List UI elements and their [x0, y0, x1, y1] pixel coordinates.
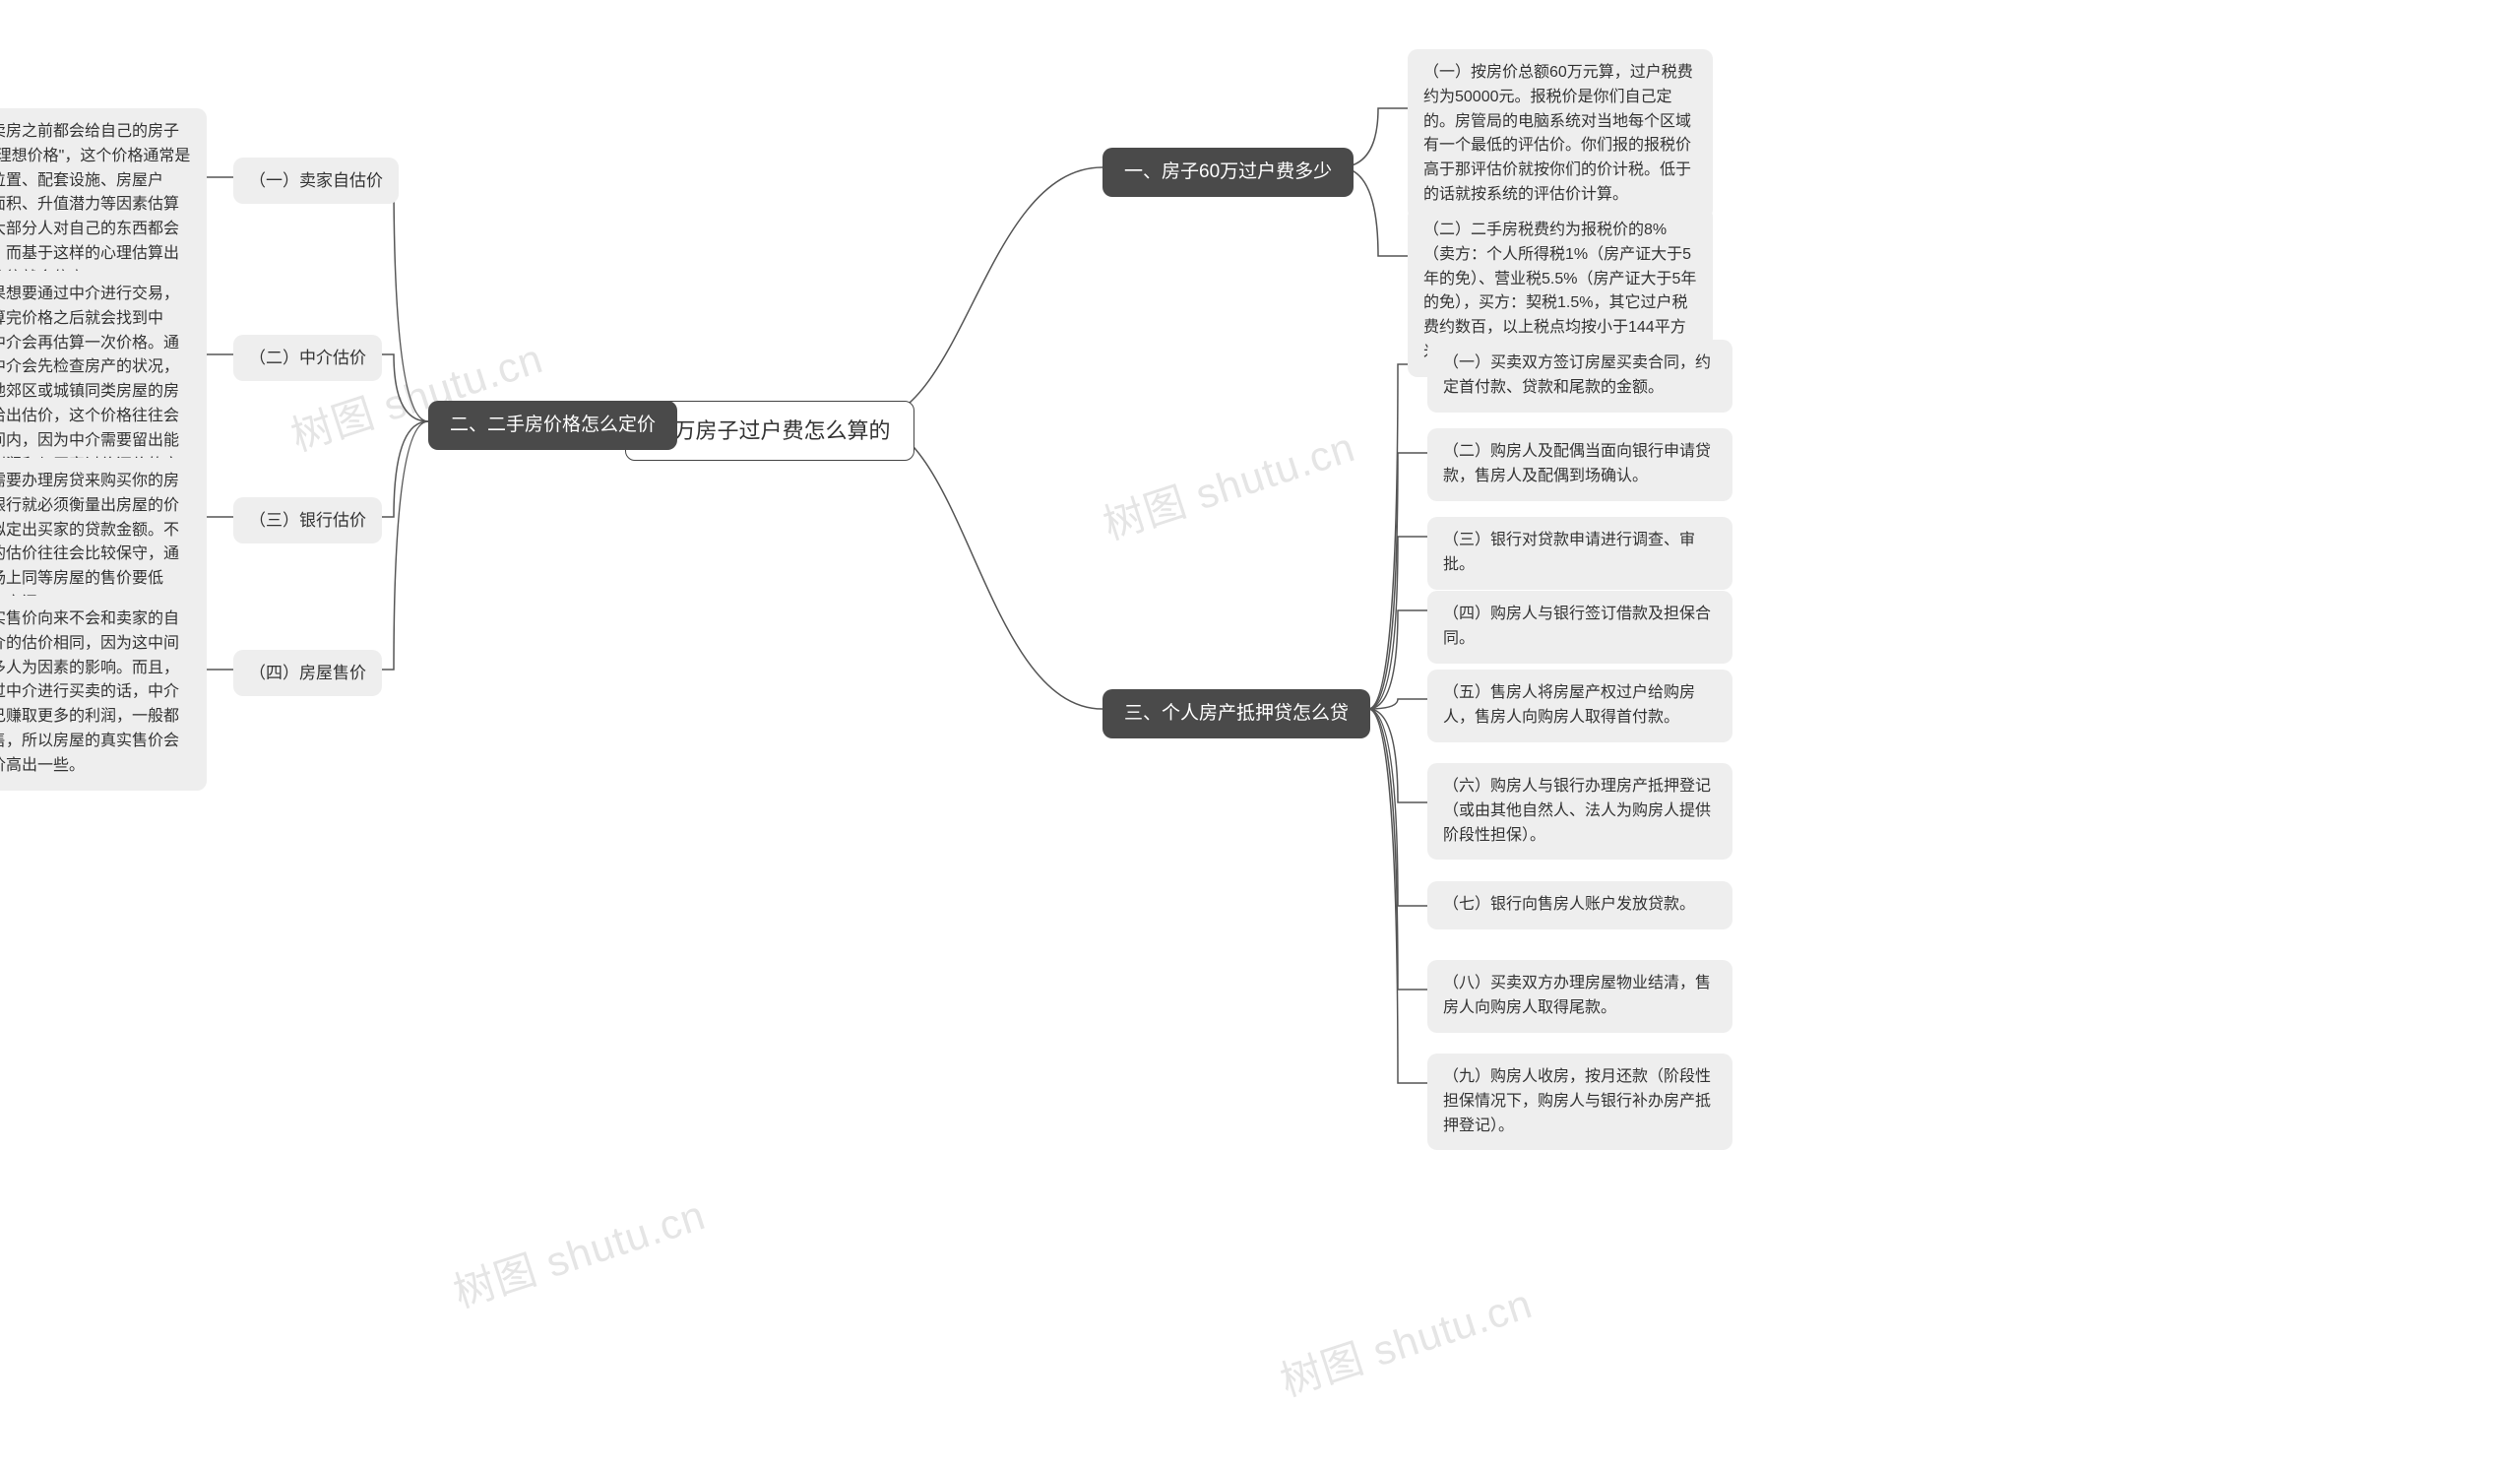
sub-node: （一）卖家自估价 [233, 158, 399, 204]
leaf-text: （三）银行对贷款申请进行调查、审批。 [1443, 529, 1717, 578]
leaf-text: （一）买卖双方签订房屋买卖合同，约定首付款、贷款和尾款的金额。 [1443, 352, 1717, 401]
watermark: 树图 shutu.cn [1272, 1270, 1539, 1408]
root-label: 60万房子过户费怎么算的 [650, 414, 890, 448]
branch-left: 二、二手房价格怎么定价 [428, 401, 677, 450]
leaf-node: （三）银行对贷款申请进行调查、审批。 [1427, 517, 1732, 590]
leaf-text: （六）购房人与银行办理房产抵押登记（或由其他自然人、法人为购房人提供阶段性担保）… [1443, 775, 1717, 848]
watermark: 树图 shutu.cn [1095, 414, 1361, 551]
leaf-node: （四）购房人与银行签订借款及担保合同。 [1427, 591, 1732, 664]
leaf-node: （六）购房人与银行办理房产抵押登记（或由其他自然人、法人为购房人提供阶段性担保）… [1427, 763, 1732, 860]
leaf-node: （八）买卖双方办理房屋物业结清，售房人向购房人取得尾款。 [1427, 960, 1732, 1033]
watermark: 树图 shutu.cn [445, 1182, 712, 1319]
leaf-node: （九）购房人收房，按月还款（阶段性担保情况下，购房人与银行补办房产抵押登记）。 [1427, 1054, 1732, 1150]
leaf-node: （一）买卖双方签订房屋买卖合同，约定首付款、贷款和尾款的金额。 [1427, 340, 1732, 413]
branch-right-3: 三、个人房产抵押贷怎么贷 [1102, 689, 1370, 738]
leaf-text: （九）购房人收房，按月还款（阶段性担保情况下，购房人与银行补办房产抵押登记）。 [1443, 1065, 1717, 1138]
sub-node: （二）中介估价 [233, 335, 382, 381]
leaf-text: （一）按房价总额60万元算，过户税费约为50000元。报税价是你们自己定的。房管… [1423, 61, 1697, 208]
leaf-node: （五）售房人将房屋产权过户给购房人，售房人向购房人取得首付款。 [1427, 670, 1732, 742]
sub-label: （三）银行估价 [249, 507, 366, 534]
sub-label: （四）房屋售价 [249, 660, 366, 686]
sub-node: （四）房屋售价 [233, 650, 382, 696]
leaf-node: （二）购房人及配偶当面向银行申请贷款，售房人及配偶到场确认。 [1427, 428, 1732, 501]
sub-label: （一）卖家自估价 [249, 167, 383, 194]
branch-left-label: 二、二手房价格怎么定价 [450, 411, 656, 440]
branch-right-1-label: 一、房子60万过户费多少 [1124, 158, 1332, 187]
sub-label: （二）中介估价 [249, 345, 366, 371]
leaf-node: （七）银行向售房人账户发放贷款。 [1427, 881, 1732, 929]
leaf-text: （五）售房人将房屋产权过户给购房人，售房人向购房人取得首付款。 [1443, 681, 1717, 731]
leaf-text: 售房者在卖房之前都会给自己的房子定出一个"理想价格"，这个价格通常是结合地理位置… [0, 120, 191, 291]
leaf-node: （一）按房价总额60万元算，过户税费约为50000元。报税价是你们自己定的。房管… [1408, 49, 1713, 220]
leaf-node: 房屋的真实售价向来不会和卖家的自估价或中介的估价相同，因为这中间会受到许多人为因… [0, 596, 207, 791]
leaf-text: （二）购房人及配偶当面向银行申请贷款，售房人及配偶到场确认。 [1443, 440, 1717, 489]
leaf-text: 房屋的真实售价向来不会和卖家的自估价或中介的估价相同，因为这中间会受到许多人为因… [0, 607, 191, 779]
sub-node: （三）银行估价 [233, 497, 382, 543]
leaf-text: （七）银行向售房人账户发放贷款。 [1443, 893, 1695, 918]
branch-right-1: 一、房子60万过户费多少 [1102, 148, 1354, 197]
leaf-text: 如果买家需要办理房贷来购买你的房子，那么银行就必须衡量出房屋的价值，以便拟定出买… [0, 470, 191, 616]
leaf-text: （四）购房人与银行签订借款及担保合同。 [1443, 603, 1717, 652]
leaf-text: （八）买卖双方办理房屋物业结清，售房人向购房人取得尾款。 [1443, 972, 1717, 1021]
branch-right-3-label: 三、个人房产抵押贷怎么贷 [1124, 699, 1349, 729]
